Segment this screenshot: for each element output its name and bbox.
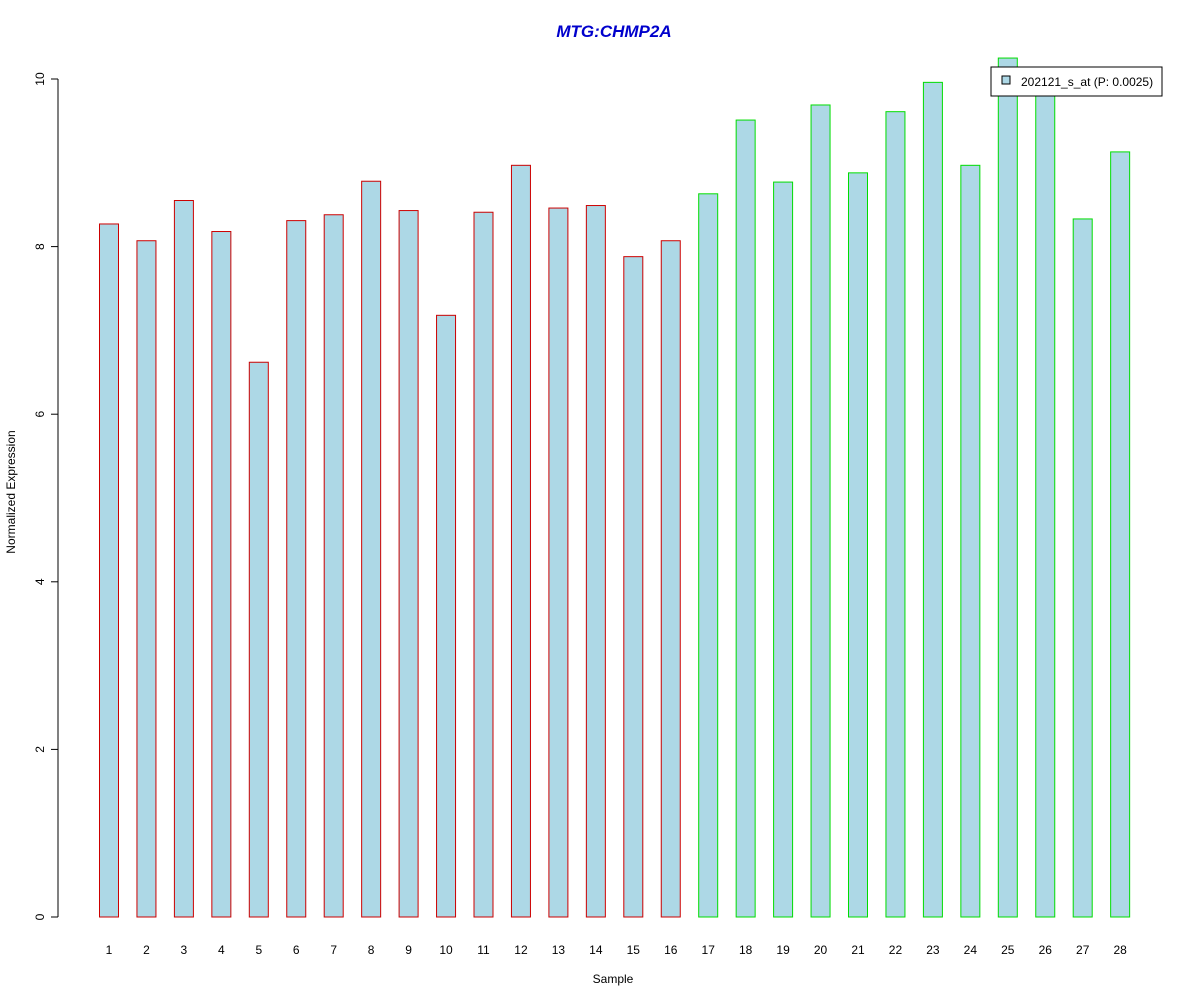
y-tick-label: 4 [33,578,47,585]
bar-sample-27 [1072,218,1093,918]
bar-sample-28 [1110,151,1131,918]
legend-label: 202121_s_at (P: 0.0025) [1021,75,1153,89]
x-tick-label: 19 [776,943,790,957]
x-tick-label: 20 [814,943,828,957]
bar-sample-16 [660,240,681,918]
legend: 202121_s_at (P: 0.0025) [990,66,1163,97]
x-tick-label: 5 [255,943,262,957]
y-tick-label: 0 [33,913,47,920]
bar-sample-8 [361,180,382,918]
x-tick-labels: 1 2 3 4 5 6 7 8 9 10 11 12 13 14 15 16 17 18 19 20 21 22 23 24 2… [106,943,1127,957]
bar-sample-9 [398,210,419,918]
bars-group [99,57,1131,918]
bar-sample-12 [510,164,531,918]
x-tick-label: 4 [218,943,225,957]
x-tick-label: 10 [439,943,453,957]
y-axis: 0 2 4 6 8 10 [33,72,59,920]
bar-sample-11 [473,211,494,918]
x-tick-label: 3 [181,943,188,957]
x-tick-label: 2 [143,943,150,957]
x-tick-label: 12 [514,943,528,957]
x-tick-label: 25 [1001,943,1015,957]
x-tick-label: 22 [889,943,903,957]
x-tick-label: 1 [106,943,113,957]
bar-sample-19 [773,181,794,918]
x-tick-label: 15 [627,943,641,957]
bar-sample-14 [585,205,606,918]
x-tick-label: 6 [293,943,300,957]
x-tick-label: 18 [739,943,753,957]
x-tick-label: 8 [368,943,375,957]
x-tick-label: 13 [552,943,566,957]
bar-sample-6 [286,220,307,918]
y-tick-label: 8 [33,243,47,250]
x-tick-label: 23 [926,943,940,957]
bar-sample-2 [136,240,157,918]
bar-sample-3 [173,200,194,918]
bar-sample-17 [698,193,719,918]
x-tick-label: 26 [1039,943,1053,957]
bar-sample-1 [99,223,119,918]
y-axis-title: Normalized Expression [4,430,18,553]
bar-sample-10 [436,314,457,918]
bar-sample-7 [323,214,344,918]
x-tick-label: 28 [1113,943,1127,957]
bar-sample-15 [623,256,644,918]
bar-sample-20 [810,104,831,918]
y-tick-label: 2 [33,746,47,753]
x-tick-label: 9 [405,943,412,957]
x-tick-label: 11 [477,943,490,957]
x-tick-label: 17 [702,943,716,957]
legend-swatch [1001,75,1011,85]
bar-sample-25 [997,57,1018,918]
x-tick-label: 24 [964,943,978,957]
x-tick-label: 21 [851,943,865,957]
bar-sample-4 [211,231,232,918]
bar-sample-21 [848,172,868,918]
y-tick-label: 10 [33,72,47,86]
bar-sample-24 [960,164,981,918]
bar-sample-13 [548,207,569,918]
bar-sample-22 [885,111,906,918]
chart-title: MTG:CHMP2A [556,22,671,41]
bar-sample-18 [735,119,756,918]
x-tick-label: 27 [1076,943,1090,957]
bar-sample-23 [922,81,943,918]
bar-sample-5 [248,361,269,918]
legend-box [990,66,1163,97]
bar-sample-26 [1035,85,1056,918]
y-tick-label: 6 [33,411,47,418]
x-tick-label: 14 [589,943,603,957]
x-tick-label: 7 [330,943,337,957]
x-tick-label: 16 [664,943,678,957]
x-axis-title: Sample [593,972,634,986]
